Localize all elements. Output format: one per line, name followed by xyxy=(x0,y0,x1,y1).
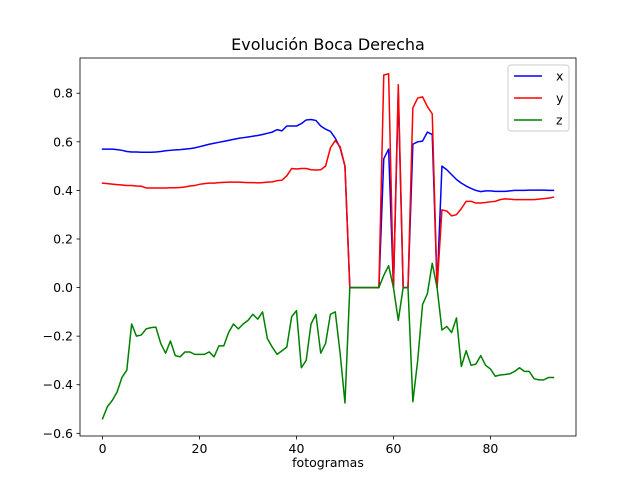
y-tick-label: −0.4 xyxy=(43,377,73,392)
x-tick-label: 80 xyxy=(482,441,498,456)
series-line-x xyxy=(101,92,555,289)
y-tick-label: 0.8 xyxy=(53,86,73,101)
y-tick-label: −0.6 xyxy=(43,426,73,441)
series-layer xyxy=(101,73,555,420)
x-axis-label: fotogramas xyxy=(292,455,364,470)
y-tick-label: −0.2 xyxy=(43,329,73,344)
series-line-y xyxy=(101,73,555,289)
y-tick-label: 0.2 xyxy=(53,231,73,246)
x-tick-label: 60 xyxy=(386,441,402,456)
x-tick-label: 20 xyxy=(192,441,208,456)
chart-title: Evolución Boca Derecha xyxy=(231,35,425,54)
axes-frame xyxy=(79,57,577,437)
legend-label-y: y xyxy=(556,91,564,106)
legend: xyz xyxy=(507,64,570,132)
plot-background xyxy=(80,58,576,436)
legend-label-x: x xyxy=(556,69,563,84)
y-tick-label: 0.6 xyxy=(53,134,73,149)
plot-area xyxy=(80,58,576,436)
x-tick-label: 0 xyxy=(99,441,107,456)
series-line-z xyxy=(101,262,555,420)
y-tick-label: 0.0 xyxy=(53,280,73,295)
legend-label-z: z xyxy=(556,113,563,128)
axes-layer: 0 20 40 60 80 −0.6 −0.4 −0.2 0.0 0.2 0.4 0.6 0.8 xyxy=(43,57,577,456)
x-tick-label: 40 xyxy=(289,441,305,456)
y-tick-label: 0.4 xyxy=(53,183,73,198)
